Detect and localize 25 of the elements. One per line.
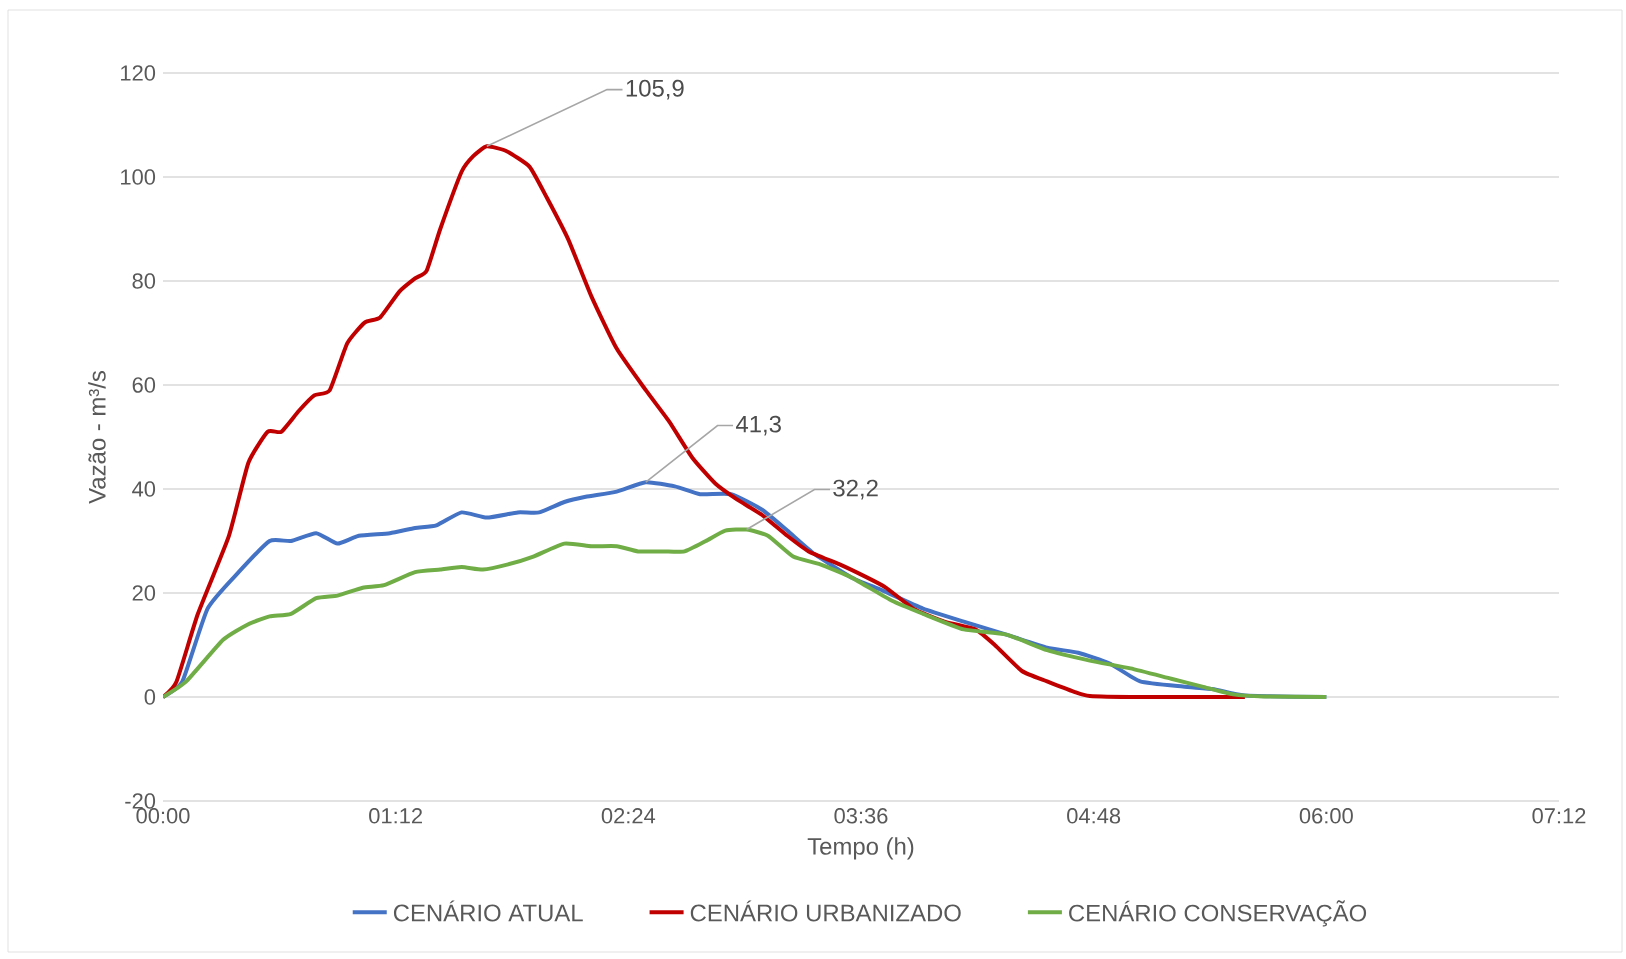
x-axis-title: Tempo (h) — [807, 837, 914, 860]
legend-label: CENÁRIO URBANIZADO — [690, 900, 961, 922]
x-tick-label: 07:12 — [1532, 808, 1586, 824]
y-tick-label: 60 — [132, 377, 156, 393]
x-tick-label: 04:48 — [1067, 808, 1121, 824]
legend-label: CENÁRIO ATUAL — [393, 900, 583, 922]
y-tick-label: 80 — [132, 273, 156, 289]
line-series — [163, 144, 1247, 700]
x-tick-label: 03:36 — [834, 808, 888, 824]
y-tick-label: 120 — [121, 65, 156, 81]
x-tick-label: 02:24 — [601, 808, 656, 824]
x-tick-label: 01:12 — [369, 808, 422, 824]
legend-label: CENÁRIO CONSERVAÇÃO — [1069, 900, 1367, 927]
line-series — [163, 527, 1329, 699]
x-tick-label: 06:00 — [1299, 808, 1353, 824]
y-axis-title: Vazão - m³/s — [88, 371, 106, 504]
y-tick-label: 100 — [121, 169, 156, 185]
y-tick-label: 0 — [144, 689, 156, 705]
annotation: 32,2 — [833, 479, 878, 500]
annotation: 105,9 — [626, 79, 684, 100]
annotation: 41,3 — [736, 415, 781, 436]
y-tick-label: -20 — [125, 793, 156, 809]
y-tick-label: 40 — [132, 481, 156, 497]
x-tick-label: 00:00 — [136, 808, 190, 824]
y-tick-label: 20 — [132, 585, 156, 601]
